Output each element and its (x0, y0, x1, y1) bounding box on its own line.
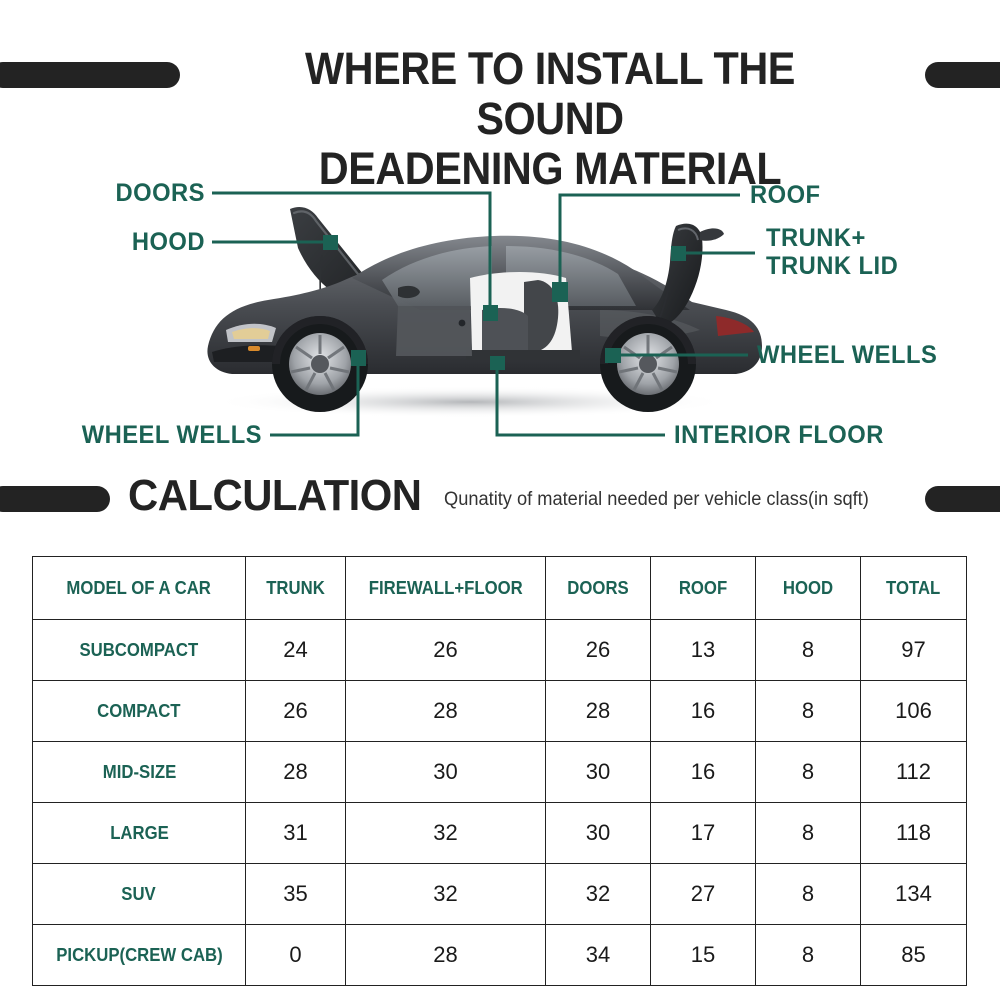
callout-label-trunk-line-2: TRUNK LID (766, 252, 899, 280)
cell-total: 134 (860, 863, 967, 925)
callout-label-hood: HOOD (131, 228, 205, 256)
callout-label-interior-floor: INTERIOR FLOOR (674, 421, 884, 449)
car-illustration (207, 191, 762, 437)
cell-total: 106 (860, 680, 967, 742)
cell-total: 97 (860, 619, 967, 681)
cell-hood: 8 (755, 741, 861, 803)
marker-interior-floor (490, 356, 505, 370)
cell-roof: 17 (650, 802, 756, 864)
marker-hood (323, 235, 338, 250)
cell-doors: 30 (545, 802, 651, 864)
cell-model: COMPACT (32, 680, 246, 742)
table-row: MID-SIZE 28 30 30 16 8 112 (32, 741, 967, 803)
cell-firewall-floor: 32 (345, 863, 546, 925)
table-row: SUV 35 32 32 27 8 134 (32, 863, 967, 925)
marker-wheel-wells-front (351, 350, 366, 366)
cell-doors: 34 (545, 924, 651, 986)
cell-trunk: 26 (245, 680, 346, 742)
marker-wheel-wells-rear (605, 348, 621, 363)
cell-model: SUV (32, 863, 246, 925)
cell-doors: 26 (545, 619, 651, 681)
cell-hood: 8 (755, 619, 861, 681)
table-header-row: MODEL OF A CAR TRUNK FIREWALL+FLOOR DOOR… (32, 556, 967, 620)
callout-label-doors: DOORS (115, 179, 205, 207)
calculation-band: CALCULATION Qunatity of material needed … (0, 466, 1000, 532)
cell-trunk: 28 (245, 741, 346, 803)
callout-label-trunk-line-1: TRUNK+ (766, 224, 866, 252)
column-header-roof: ROOF (650, 556, 756, 620)
cell-trunk: 24 (245, 619, 346, 681)
cell-firewall-floor: 32 (345, 802, 546, 864)
marker-trunk (671, 246, 686, 261)
cell-total: 112 (860, 741, 967, 803)
cell-firewall-floor: 28 (345, 680, 546, 742)
cell-doors: 32 (545, 863, 651, 925)
cell-hood: 8 (755, 863, 861, 925)
table-row: COMPACT 26 28 28 16 8 106 (32, 680, 967, 742)
header-band: WHERE TO INSTALL THE SOUND DEADENING MAT… (0, 0, 1000, 194)
cell-model: MID-SIZE (32, 741, 246, 803)
column-header-doors: DOORS (545, 556, 651, 620)
callout-label-wheel-wells-front: WHEEL WELLS (81, 421, 263, 449)
marker-roof (552, 282, 568, 302)
cell-firewall-floor: 30 (345, 741, 546, 803)
cell-trunk: 31 (245, 802, 346, 864)
page-title: WHERE TO INSTALL THE SOUND DEADENING MAT… (228, 44, 872, 194)
cell-roof: 16 (650, 680, 756, 742)
cell-firewall-floor: 26 (345, 619, 546, 681)
cell-model: PICKUP(CREW CAB) (32, 924, 246, 986)
header-rule-left (0, 62, 180, 88)
cell-trunk: 35 (245, 863, 346, 925)
column-header-firewall-floor: FIREWALL+FLOOR (345, 556, 546, 620)
calculation-table-wrapper: MODEL OF A CAR TRUNK FIREWALL+FLOOR DOOR… (32, 556, 967, 986)
column-header-model: MODEL OF A CAR (32, 556, 246, 620)
calculation-title: CALCULATION (128, 471, 422, 520)
cell-doors: 30 (545, 741, 651, 803)
cell-model: LARGE (32, 802, 246, 864)
callout-label-wheel-wells-rear: WHEEL WELLS (757, 341, 938, 369)
cell-roof: 15 (650, 924, 756, 986)
table-body: SUBCOMPACT 24 26 26 13 8 97 COMPACT 26 2… (32, 619, 967, 986)
cell-trunk: 0 (245, 924, 346, 986)
header-rule-right (925, 62, 1000, 88)
page-title-line-2: DEADENING MATERIAL (318, 143, 782, 194)
cell-doors: 28 (545, 680, 651, 742)
cell-total: 118 (860, 802, 967, 864)
table-row: PICKUP(CREW CAB) 0 28 34 15 8 85 (32, 924, 967, 986)
cell-firewall-floor: 28 (345, 924, 546, 986)
callout-label-roof: ROOF (750, 181, 821, 209)
cell-hood: 8 (755, 680, 861, 742)
callout-label-trunk: TRUNK+ TRUNK LID (766, 224, 898, 280)
cell-hood: 8 (755, 802, 861, 864)
cell-model: SUBCOMPACT (32, 619, 246, 681)
cell-roof: 27 (650, 863, 756, 925)
column-header-total: TOTAL (860, 556, 967, 620)
car-diagram: DOORS HOOD ROOF TRUNK+ TRUNK LID WHEEL W… (0, 160, 1000, 460)
calculation-rule-left (0, 486, 110, 512)
cell-roof: 13 (650, 619, 756, 681)
calculation-subtitle: Qunatity of material needed per vehicle … (444, 489, 869, 510)
table-head: MODEL OF A CAR TRUNK FIREWALL+FLOOR DOOR… (32, 556, 967, 620)
cell-total: 85 (860, 924, 967, 986)
table-row: SUBCOMPACT 24 26 26 13 8 97 (32, 619, 967, 681)
table-row: LARGE 31 32 30 17 8 118 (32, 802, 967, 864)
calculation-table: MODEL OF A CAR TRUNK FIREWALL+FLOOR DOOR… (32, 556, 967, 986)
page-title-line-1: WHERE TO INSTALL THE SOUND (305, 43, 795, 144)
calculation-rule-right (925, 486, 1000, 512)
marker-doors (483, 305, 498, 321)
column-header-trunk: TRUNK (245, 556, 346, 620)
cell-hood: 8 (755, 924, 861, 986)
cell-roof: 16 (650, 741, 756, 803)
column-header-hood: HOOD (755, 556, 861, 620)
